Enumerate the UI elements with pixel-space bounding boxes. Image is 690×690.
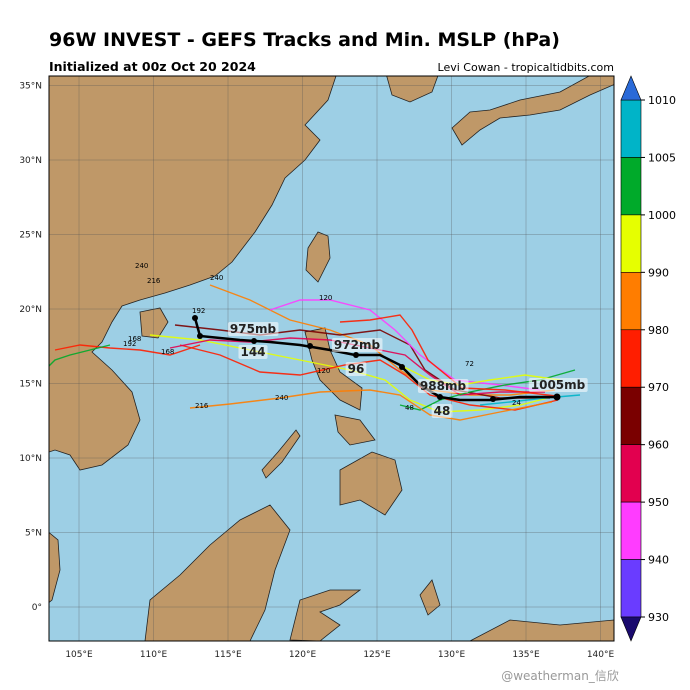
annotation-box [238,345,268,359]
colorbar-segment [620,559,642,618]
annotation-box [345,362,367,376]
hour-label: 192 [123,340,136,348]
track-annotation: 975mb [230,322,277,336]
hour-label: 216 [147,277,161,285]
colorbar-label: 930 [648,611,669,624]
hour-label: 48 [405,404,414,412]
lat-tick-label: 20°N [19,305,42,315]
track-annotation: 1005mb [531,378,586,392]
hour-label: 120 [319,294,332,302]
hour-label: 240 [275,394,288,402]
subtitle: Initialized at 00z Oct 20 2024 [49,59,256,74]
lon-tick-label: 135°E [512,650,540,660]
colorbar-label: 970 [648,381,669,394]
lat-tick-label: 35°N [19,82,42,92]
hour-label: 168 [128,335,141,343]
lat-tick-label: 0° [32,603,42,613]
annotation-box [227,322,279,336]
track-annotation: 972mb [334,338,381,352]
lon-tick-label: 120°E [289,650,317,660]
track-annotation: 144 [240,345,265,359]
title: 96W INVEST - GEFS Tracks and Min. MSLP (… [49,29,560,51]
colorbar-label: 1010 [648,94,676,107]
track-annotation: 988mb [420,379,467,393]
hour-label: 240 [210,274,223,282]
lon-tick-label: 115°E [214,650,242,660]
credit: Levi Cowan - tropicaltidbits.com [438,61,614,74]
colorbar-segment [620,386,642,445]
colorbar-segment [620,444,642,503]
hour-label: 192 [192,307,205,315]
colorbar-segment [620,157,642,216]
hour-label: 120 [317,367,330,375]
colorbar-segment [620,329,642,388]
hour-label: 24 [512,399,521,407]
lat-tick-label: 15°N [19,380,42,390]
annotation-box [331,338,383,352]
lon-tick-label: 105°E [65,650,93,660]
colorbar-segment [620,272,642,331]
map: 975mb 972mb 988mb 1005mb 144 96 48 240 216 240 192… [49,76,614,641]
lon-tick-label: 125°E [363,650,391,660]
colorbar-label: 990 [648,266,669,279]
lon-tick-label: 130°E [438,650,466,660]
colorbar-label: 980 [648,324,669,337]
track-annotation: 96 [348,362,365,376]
hour-label: 240 [135,262,148,270]
hour-label: 216 [195,402,209,410]
colorbar-segment [620,501,642,560]
colorbar-bottom-arrow [620,616,642,642]
annotation-box [431,404,453,418]
lon-tick-label: 110°E [140,650,168,660]
colorbar-label: 950 [648,496,669,509]
annotation-box [528,378,588,392]
lat-tick-label: 25°N [19,231,42,241]
watermark: @weatherman_信欣 [501,669,619,683]
lon-tick-label: 140°E [587,650,615,660]
hour-label: 72 [465,360,474,368]
annotation-box [417,379,469,393]
colorbar-top-arrow [620,75,642,101]
colorbar-segment [620,99,642,158]
lat-tick-label: 30°N [19,156,42,166]
lat-tick-label: 5°N [25,529,42,539]
track-annotation: 48 [434,404,451,418]
hour-label: 168 [161,348,174,356]
colorbar-label: 940 [648,554,669,567]
lat-tick-label: 10°N [19,454,42,464]
colorbar-label: 960 [648,439,669,452]
colorbar-label: 1000 [648,209,676,222]
colorbar-segment [620,214,642,273]
colorbar-label: 1005 [648,151,676,164]
